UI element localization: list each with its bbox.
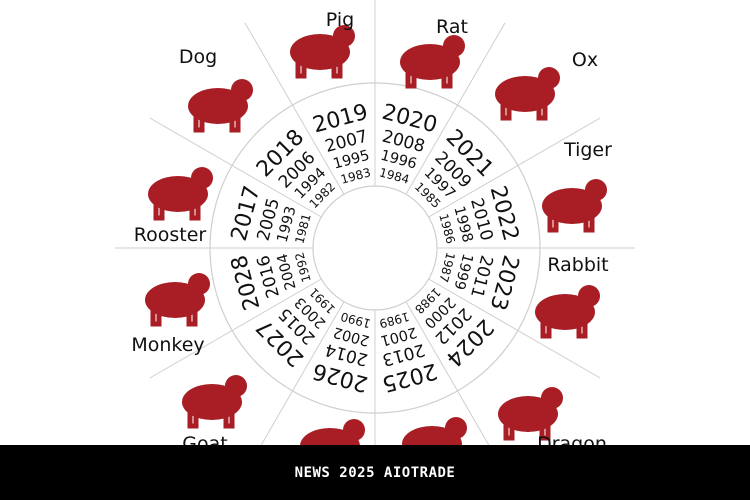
footer-text: NEWS 2025 AIOTRADE (294, 464, 456, 481)
animal-label-tiger: Tiger (563, 139, 612, 161)
animal-label-dog: Dog (179, 46, 217, 68)
dog-icon (188, 79, 253, 133)
sector-divider (405, 22, 506, 195)
animal-label-ox: Ox (572, 49, 598, 71)
animal-label-rabbit: Rabbit (547, 254, 608, 276)
footer-bar: NEWS 2025 AIOTRADE (0, 445, 750, 500)
animal-label-monkey: Monkey (131, 334, 204, 356)
sector-divider (149, 278, 322, 379)
inner-circle (312, 185, 438, 311)
animal-label-pig: Pig (326, 9, 354, 31)
animal-label-rat: Rat (436, 16, 468, 38)
sector-divider (149, 117, 322, 218)
sector-divider (428, 278, 601, 379)
outer-ring (209, 82, 541, 414)
dragon-icon (498, 387, 563, 441)
goat-icon (182, 375, 247, 429)
sector-divider (405, 301, 506, 474)
sector-divider (244, 22, 345, 195)
rat-icon (400, 35, 465, 89)
rabbit-icon (535, 285, 600, 339)
rooster-icon (148, 167, 213, 221)
monkey-icon (145, 273, 210, 327)
ox-icon (495, 67, 560, 121)
pig-icon (290, 25, 355, 79)
sector-divider (244, 301, 345, 474)
animal-label-rooster: Rooster (134, 224, 207, 246)
tiger-icon (542, 179, 607, 233)
sector-divider (428, 117, 601, 218)
